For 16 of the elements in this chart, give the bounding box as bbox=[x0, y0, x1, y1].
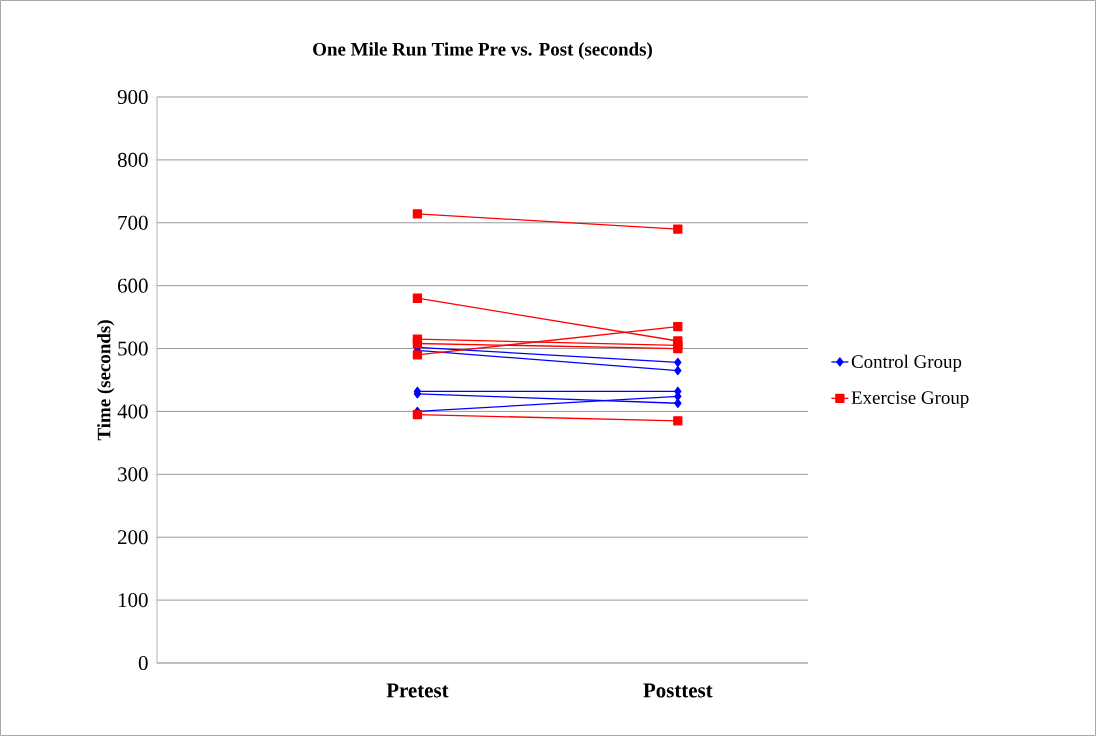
y-tick-label: 100 bbox=[118, 593, 148, 608]
y-tick-label: 400 bbox=[117, 404, 148, 419]
x-tick-label: Posttest bbox=[643, 683, 713, 698]
legend-label: Control Group bbox=[851, 354, 962, 372]
legend-label: Exercise Group bbox=[851, 391, 969, 408]
y-tick-label: 800 bbox=[117, 152, 148, 167]
chart-title: One Mile Run Time Pre vs. Post (seconds) bbox=[313, 42, 652, 60]
y-tick-label: 200 bbox=[118, 530, 148, 545]
y-tick-label: 900 bbox=[117, 89, 148, 105]
y-tick-label: 500 bbox=[118, 341, 148, 356]
y-axis-title: Time (seconds) bbox=[97, 320, 115, 441]
y-tick-label: 600 bbox=[118, 278, 148, 293]
y-tick-label: 700 bbox=[118, 215, 148, 230]
x-tick-label: Pretest bbox=[386, 683, 449, 698]
y-tick-label: 300 bbox=[118, 467, 148, 482]
y-tick-label: 0 bbox=[138, 655, 148, 671]
